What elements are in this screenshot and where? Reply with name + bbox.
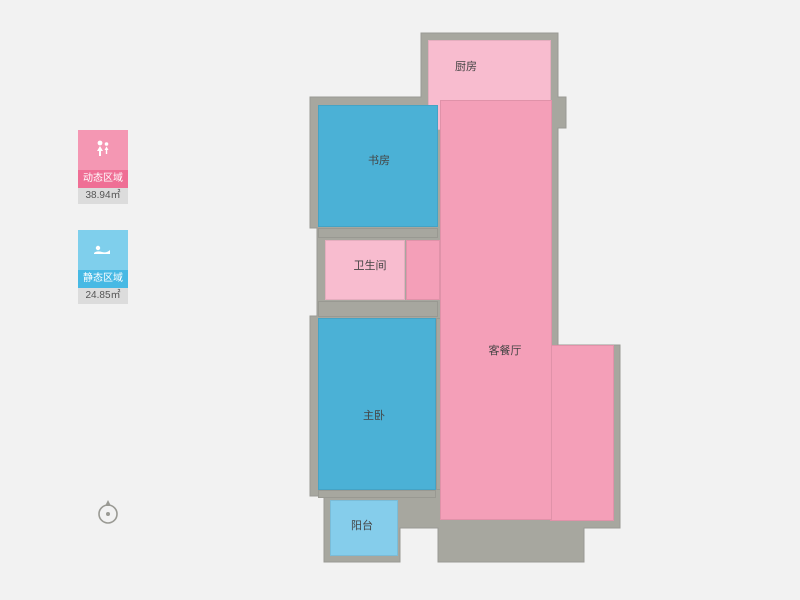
- room-kitchen-label: 厨房: [455, 58, 477, 74]
- room-study-label: 书房: [368, 152, 390, 168]
- fill-region: [550, 345, 614, 521]
- fill-region: [318, 301, 438, 317]
- room-bedroom-label: 主卧: [363, 407, 385, 423]
- room-living: [440, 100, 552, 520]
- room-balcony-label: 阳台: [351, 517, 373, 533]
- floorplan-outline: [0, 0, 800, 600]
- room-bedroom: [318, 318, 436, 490]
- room-bathroom-label: 卫生间: [354, 257, 387, 273]
- fill-region: [406, 240, 440, 300]
- fill-region: [318, 228, 438, 238]
- fill-region: [318, 490, 436, 498]
- room-living-label: 客餐厅: [489, 342, 522, 358]
